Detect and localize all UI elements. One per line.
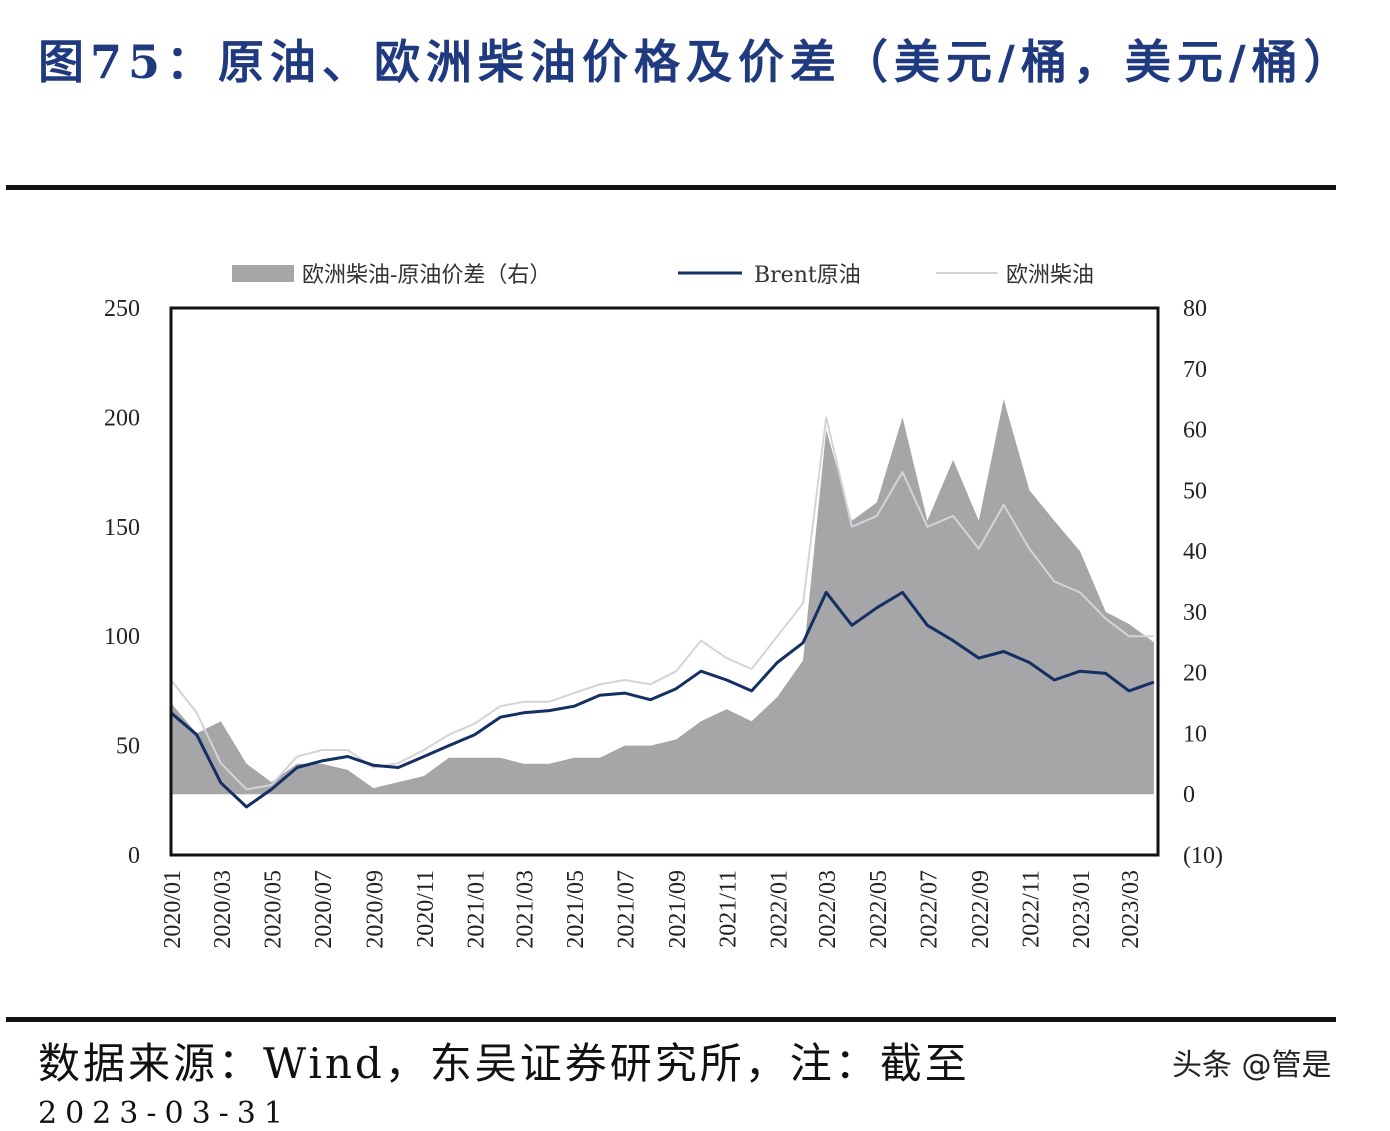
left-axis-tick-label: 200: [104, 405, 140, 431]
footer-divider: [6, 1017, 1336, 1022]
x-axis-tick-label: 2023/03: [1118, 870, 1144, 949]
x-axis-tick-label: 2022/03: [815, 870, 841, 949]
chart: 欧洲柴油-原油价差（右） Brent原油 欧洲柴油 05010015020025…: [104, 263, 1223, 949]
right-axis-tick-label: 80: [1183, 296, 1207, 322]
legend-swatch-spread: [232, 265, 294, 282]
x-axis-tick-label: 2022/09: [968, 870, 994, 949]
x-axis-tick-label: 2021/03: [513, 870, 539, 949]
x-axis-tick-label: 2022/07: [916, 870, 942, 949]
x-axis-tick-label: 2022/01: [766, 870, 792, 949]
left-axis-tick-label: 50: [116, 734, 140, 760]
right-axis-tick-label: 40: [1183, 539, 1207, 565]
x-axis-tick-label: 2021/07: [614, 870, 640, 949]
right-axis-tick-label: 20: [1183, 661, 1207, 687]
right-axis-tick-label: 0: [1183, 782, 1195, 808]
x-axis-tick-label: 2020/01: [160, 870, 186, 949]
x-axis-tick-label: 2020/07: [311, 870, 337, 949]
x-axis-tick-label: 2021/11: [716, 870, 742, 948]
legend: 欧洲柴油-原油价差（右） Brent原油 欧洲柴油: [232, 263, 1094, 288]
left-axis-tick-label: 250: [104, 296, 140, 322]
x-axis-tick-label: 2022/05: [866, 870, 892, 949]
x-axis-tick-label: 2020/05: [260, 870, 286, 949]
right-axis-tick-label: (10): [1183, 843, 1223, 869]
right-axis-tick-label: 50: [1183, 478, 1207, 504]
legend-label-diesel: 欧洲柴油: [1006, 263, 1094, 288]
chart-title: 图75：原油、欧洲柴油价格及价差（美元/桶，美元/桶）: [38, 35, 1356, 89]
left-axis-tick-label: 100: [104, 624, 140, 650]
series-line-diesel: [170, 416, 1154, 791]
x-axis-tick-label: 2020/03: [210, 870, 236, 949]
title-divider: [6, 185, 1336, 190]
x-axis-tick-label: 2023/01: [1069, 870, 1095, 949]
right-axis-tick-label: 60: [1183, 418, 1207, 444]
watermark: 头条 @管是: [1172, 1048, 1332, 1083]
series-line-brent: [170, 590, 1155, 809]
left-axis-tick-label: 150: [104, 515, 140, 541]
x-axis-tick-label: 2020/09: [362, 870, 388, 949]
x-axis-tick-label: 2021/09: [665, 870, 691, 949]
left-axis-tick-label: 0: [128, 843, 140, 869]
right-axis-tick-label: 10: [1183, 721, 1207, 747]
plot-frame: [169, 306, 1160, 857]
x-axis-tick-label: 2022/11: [1018, 870, 1044, 948]
legend-label-spread: 欧洲柴油-原油价差（右）: [302, 263, 551, 288]
x-axis-tick-label: 2021/05: [563, 870, 589, 949]
right-axis-tick-label: 70: [1183, 357, 1207, 383]
source-note: 数据来源：Wind，东吴证券研究所，注：截至: [38, 1039, 970, 1088]
series-area-spread: [171, 399, 1154, 795]
source-note-date: 2023-03-31: [38, 1096, 291, 1131]
legend-label-brent: Brent原油: [754, 263, 861, 288]
right-axis-tick-label: 30: [1183, 600, 1207, 626]
x-axis-tick-label: 2021/01: [464, 870, 490, 949]
x-axis-tick-label: 2020/11: [413, 870, 439, 948]
